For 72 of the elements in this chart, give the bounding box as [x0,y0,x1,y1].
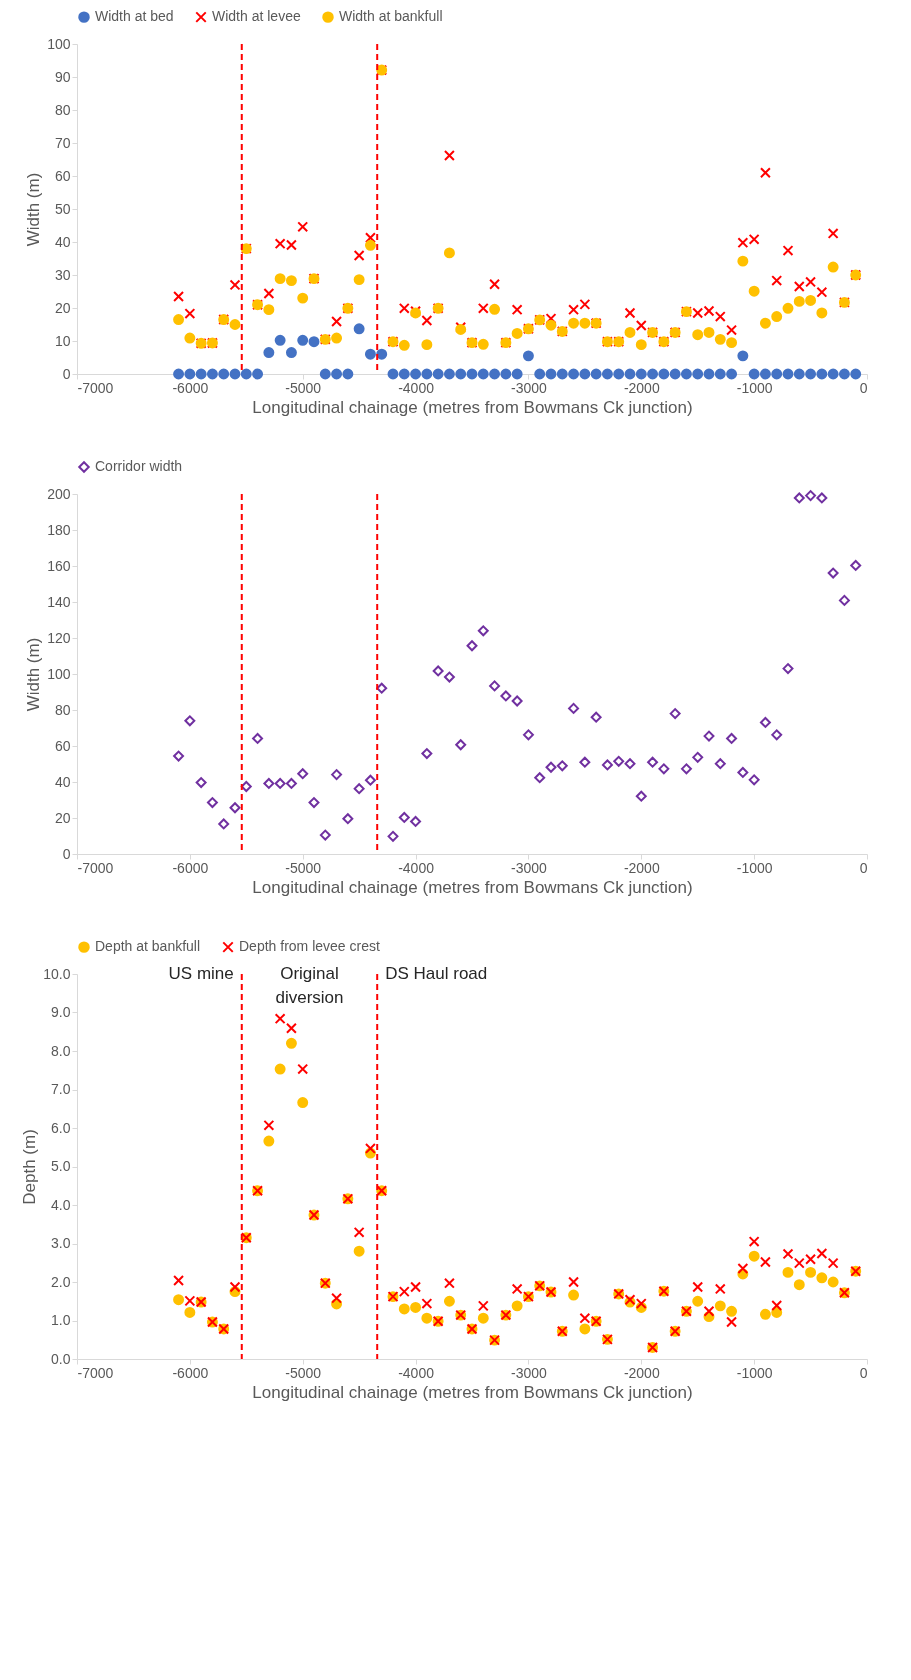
legend-label: Width at bankfull [339,8,443,25]
y-tick-label: 100 [47,35,71,52]
x-tick-label: 0 [859,859,868,876]
y-tick-label: 80 [54,101,71,118]
y-tick-label: 100 [47,665,71,682]
x-axis-title: Longitudinal chainage (metres from Bowmans Ck junction) [252,1382,693,1402]
y-tick-label: 8.0 [51,1042,71,1059]
y-tick-label: 50 [54,200,71,217]
y-tick-label: 60 [54,737,71,754]
x-tick-label: -6000 [172,859,209,876]
y-tick-label: 60 [54,167,71,184]
x-tick-label: 0 [859,1364,868,1381]
annotation: DS Haul road [385,964,488,983]
y-tick-label: 0 [62,365,71,382]
y-tick-label: 30 [54,266,71,283]
x-tick-label: -5000 [285,1364,322,1381]
y-tick-label: 160 [47,557,71,574]
x-tick-label: -1000 [736,1364,773,1381]
x-tick-label: -7000 [77,1364,114,1381]
x-tick-label: -5000 [285,379,322,396]
y-tick-label: 4.0 [51,1196,71,1213]
x-tick-label: -4000 [398,1364,435,1381]
legend-label: Width at bed [95,8,174,25]
x-tick-label: -1000 [736,379,773,396]
x-tick-label: -4000 [398,379,435,396]
y-tick-label: 40 [54,773,71,790]
y-tick-label: 20 [54,809,71,826]
y-tick-label: 5.0 [51,1158,71,1174]
x-tick-label: -6000 [172,1364,209,1381]
y-axis-title: Depth (m) [20,1129,40,1205]
y-tick-label: 20 [54,299,71,316]
legend-label: Corridor width [95,458,183,474]
x-tick-label: -2000 [623,859,660,876]
x-axis-title: Longitudinal chainage (metres from Bowmans Ck junction) [252,397,693,417]
legend-label: Width at levee [212,8,301,25]
y-tick-label: 10 [54,332,71,349]
x-tick-label: -3000 [511,859,548,876]
x-tick-label: -5000 [285,859,322,876]
y-tick-label: 7.0 [51,1081,71,1097]
y-tick-label: 6.0 [51,1119,71,1136]
y-tick-label: 0.0 [51,1350,71,1367]
x-tick-label: -7000 [77,379,114,396]
x-tick-label: -3000 [511,1364,548,1381]
y-tick-label: 3.0 [51,1235,71,1251]
legend-label: Depth at bankfull [95,938,201,955]
y-tick-label: 90 [54,68,71,85]
y-tick-label: 10.0 [43,965,71,982]
x-tick-label: -2000 [623,379,660,396]
y-tick-label: 200 [47,485,71,502]
y-tick-label: 120 [47,629,71,646]
x-tick-label: -3000 [511,379,548,396]
y-tick-label: 2.0 [51,1273,71,1290]
x-tick-label: -2000 [623,1364,660,1381]
x-axis-title: Longitudinal chainage (metres from Bowmans Ck junction) [252,877,693,897]
y-tick-label: 9.0 [51,1004,71,1020]
annotation: Original diversion [275,964,344,1007]
y-tick-label: 40 [54,233,71,250]
x-tick-label: -1000 [736,859,773,876]
y-tick-label: 80 [54,701,71,718]
x-tick-label: -7000 [77,859,114,876]
y-tick-label: 180 [47,521,71,538]
annotation: US mine [168,964,234,983]
x-tick-label: 0 [859,379,868,396]
x-tick-label: -6000 [172,379,209,396]
y-tick-label: 0 [62,845,71,862]
x-tick-label: -4000 [398,859,435,876]
y-tick-label: 70 [54,134,71,151]
y-tick-label: 140 [47,593,71,610]
y-tick-label: 1.0 [51,1312,71,1328]
legend-label: Depth from levee crest [239,938,380,955]
y-axis-title: Width (m) [24,172,44,247]
y-axis-title: Width (m) [24,637,44,712]
